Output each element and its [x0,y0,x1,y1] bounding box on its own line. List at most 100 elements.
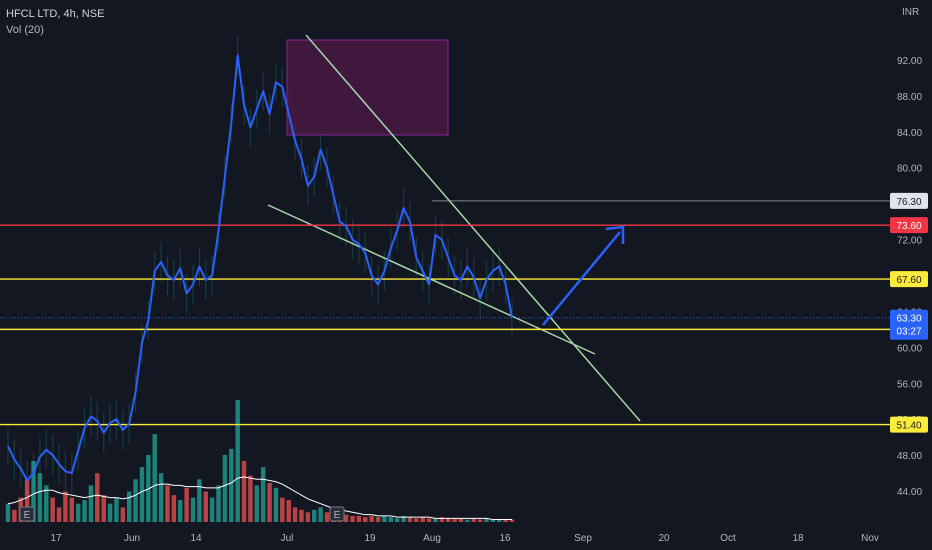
volume-bar [63,491,68,522]
volume-bar [490,519,496,522]
volume-bar [75,503,81,522]
volume-ma-line [7,476,512,521]
y-tick-label: 48.00 [897,451,922,462]
earnings-marker-box [19,506,35,522]
y-tick-label: 84.00 [897,128,922,139]
level-badge: 73.60 [896,221,921,232]
volume-bar [120,507,126,522]
price-series [7,54,625,482]
volume-bar [324,512,330,522]
volume-bar [458,518,464,522]
x-tick-label: Jul [281,533,294,544]
volume-bar [197,479,202,522]
volume-bar [203,491,209,522]
volume-bar [299,509,304,522]
volume-bar [420,517,425,522]
volume-bar [433,518,438,522]
volume-bar [267,482,272,522]
volume-bar [107,503,113,522]
level-badge-bg [890,192,928,209]
volume-bar [484,518,489,522]
volume-bar [318,507,323,522]
y-tick-label: 44.00 [897,487,922,498]
volume-bar [235,400,240,522]
volume-bar [165,485,170,522]
volume-bar [305,512,311,522]
volume-bar [101,495,106,522]
volume-bar [363,517,368,522]
x-tick-label: Nov [861,533,879,544]
volume-bar [503,519,508,522]
volume-bar [407,517,413,522]
volume-bar [178,500,183,522]
y-tick-label: 72.00 [897,236,922,247]
volume-bar [375,517,381,522]
current-price-badge-bg [890,309,928,340]
volume-bar [465,519,470,522]
volume-bar [37,473,43,522]
volume-bar [439,517,445,522]
volume-bar [44,485,49,522]
volume-bar [497,519,502,522]
level-badge-bg [890,416,928,433]
volume-bar [146,454,151,522]
y-tick-label: 92.00 [897,56,922,67]
level-badge-bg [890,271,928,288]
volume-bar [471,518,476,522]
volume-bar [95,473,100,522]
countdown-label: 03:27 [896,327,921,338]
x-tick-label: Oct [720,533,736,544]
volume-bar [445,518,451,522]
volume-bar [229,448,234,522]
x-tick-label: Jun [124,533,140,544]
volume-bar [69,497,75,522]
price-line [7,54,513,482]
upper-trendline [305,34,641,422]
y-tick-label: 80.00 [897,164,922,175]
x-tick-label: Sep [574,533,592,544]
volume-bar [82,500,87,522]
y-tick-label: 60.00 [897,343,922,354]
volume-bar [426,518,432,522]
level-badge: 51.40 [896,421,921,432]
volume-bar [133,479,138,522]
x-tick-label: 20 [658,533,670,544]
x-tick-label: 17 [50,533,62,544]
supply-zone-rectangle [286,39,449,136]
volume-bar [241,461,247,522]
volume-bar [280,497,285,522]
volume-bar [12,509,17,522]
earnings-marker: E [19,506,35,522]
symbol-title[interactable]: HFCL LTD, 4h, NSE [6,8,105,20]
volume-bar [477,519,483,522]
x-tick-label: 14 [190,533,202,544]
volume-bar [5,503,11,522]
volume-legend[interactable]: Vol (20) [6,24,44,36]
volume-bar [292,507,298,522]
projection-arrow [542,231,621,326]
x-tick-label: Aug [423,533,441,544]
level-badge: 76.30 [896,197,921,208]
volume-bar [88,485,94,522]
volume-bar [286,500,291,522]
volume-bar [209,497,215,522]
volume-bar [139,467,145,522]
level-badge: 67.60 [896,275,921,286]
volume-bar [414,518,419,522]
projection-arrow-head [605,225,625,244]
y-tick-label: 56.00 [897,379,922,390]
price-axis: 92.0088.0084.0080.0076.0072.0068.0064.00… [890,0,932,522]
volume-bar [509,519,515,522]
volume-bar [343,514,349,522]
currency-label: INR [902,7,920,18]
x-tick-label: 18 [792,533,804,544]
volume-bar [356,515,362,522]
x-tick-label: 19 [364,533,376,544]
volume-bar [158,473,164,522]
volume-bar [222,454,228,522]
volume-bar [311,509,317,522]
horizontal-levels [0,200,890,426]
volume-bar [452,518,457,522]
